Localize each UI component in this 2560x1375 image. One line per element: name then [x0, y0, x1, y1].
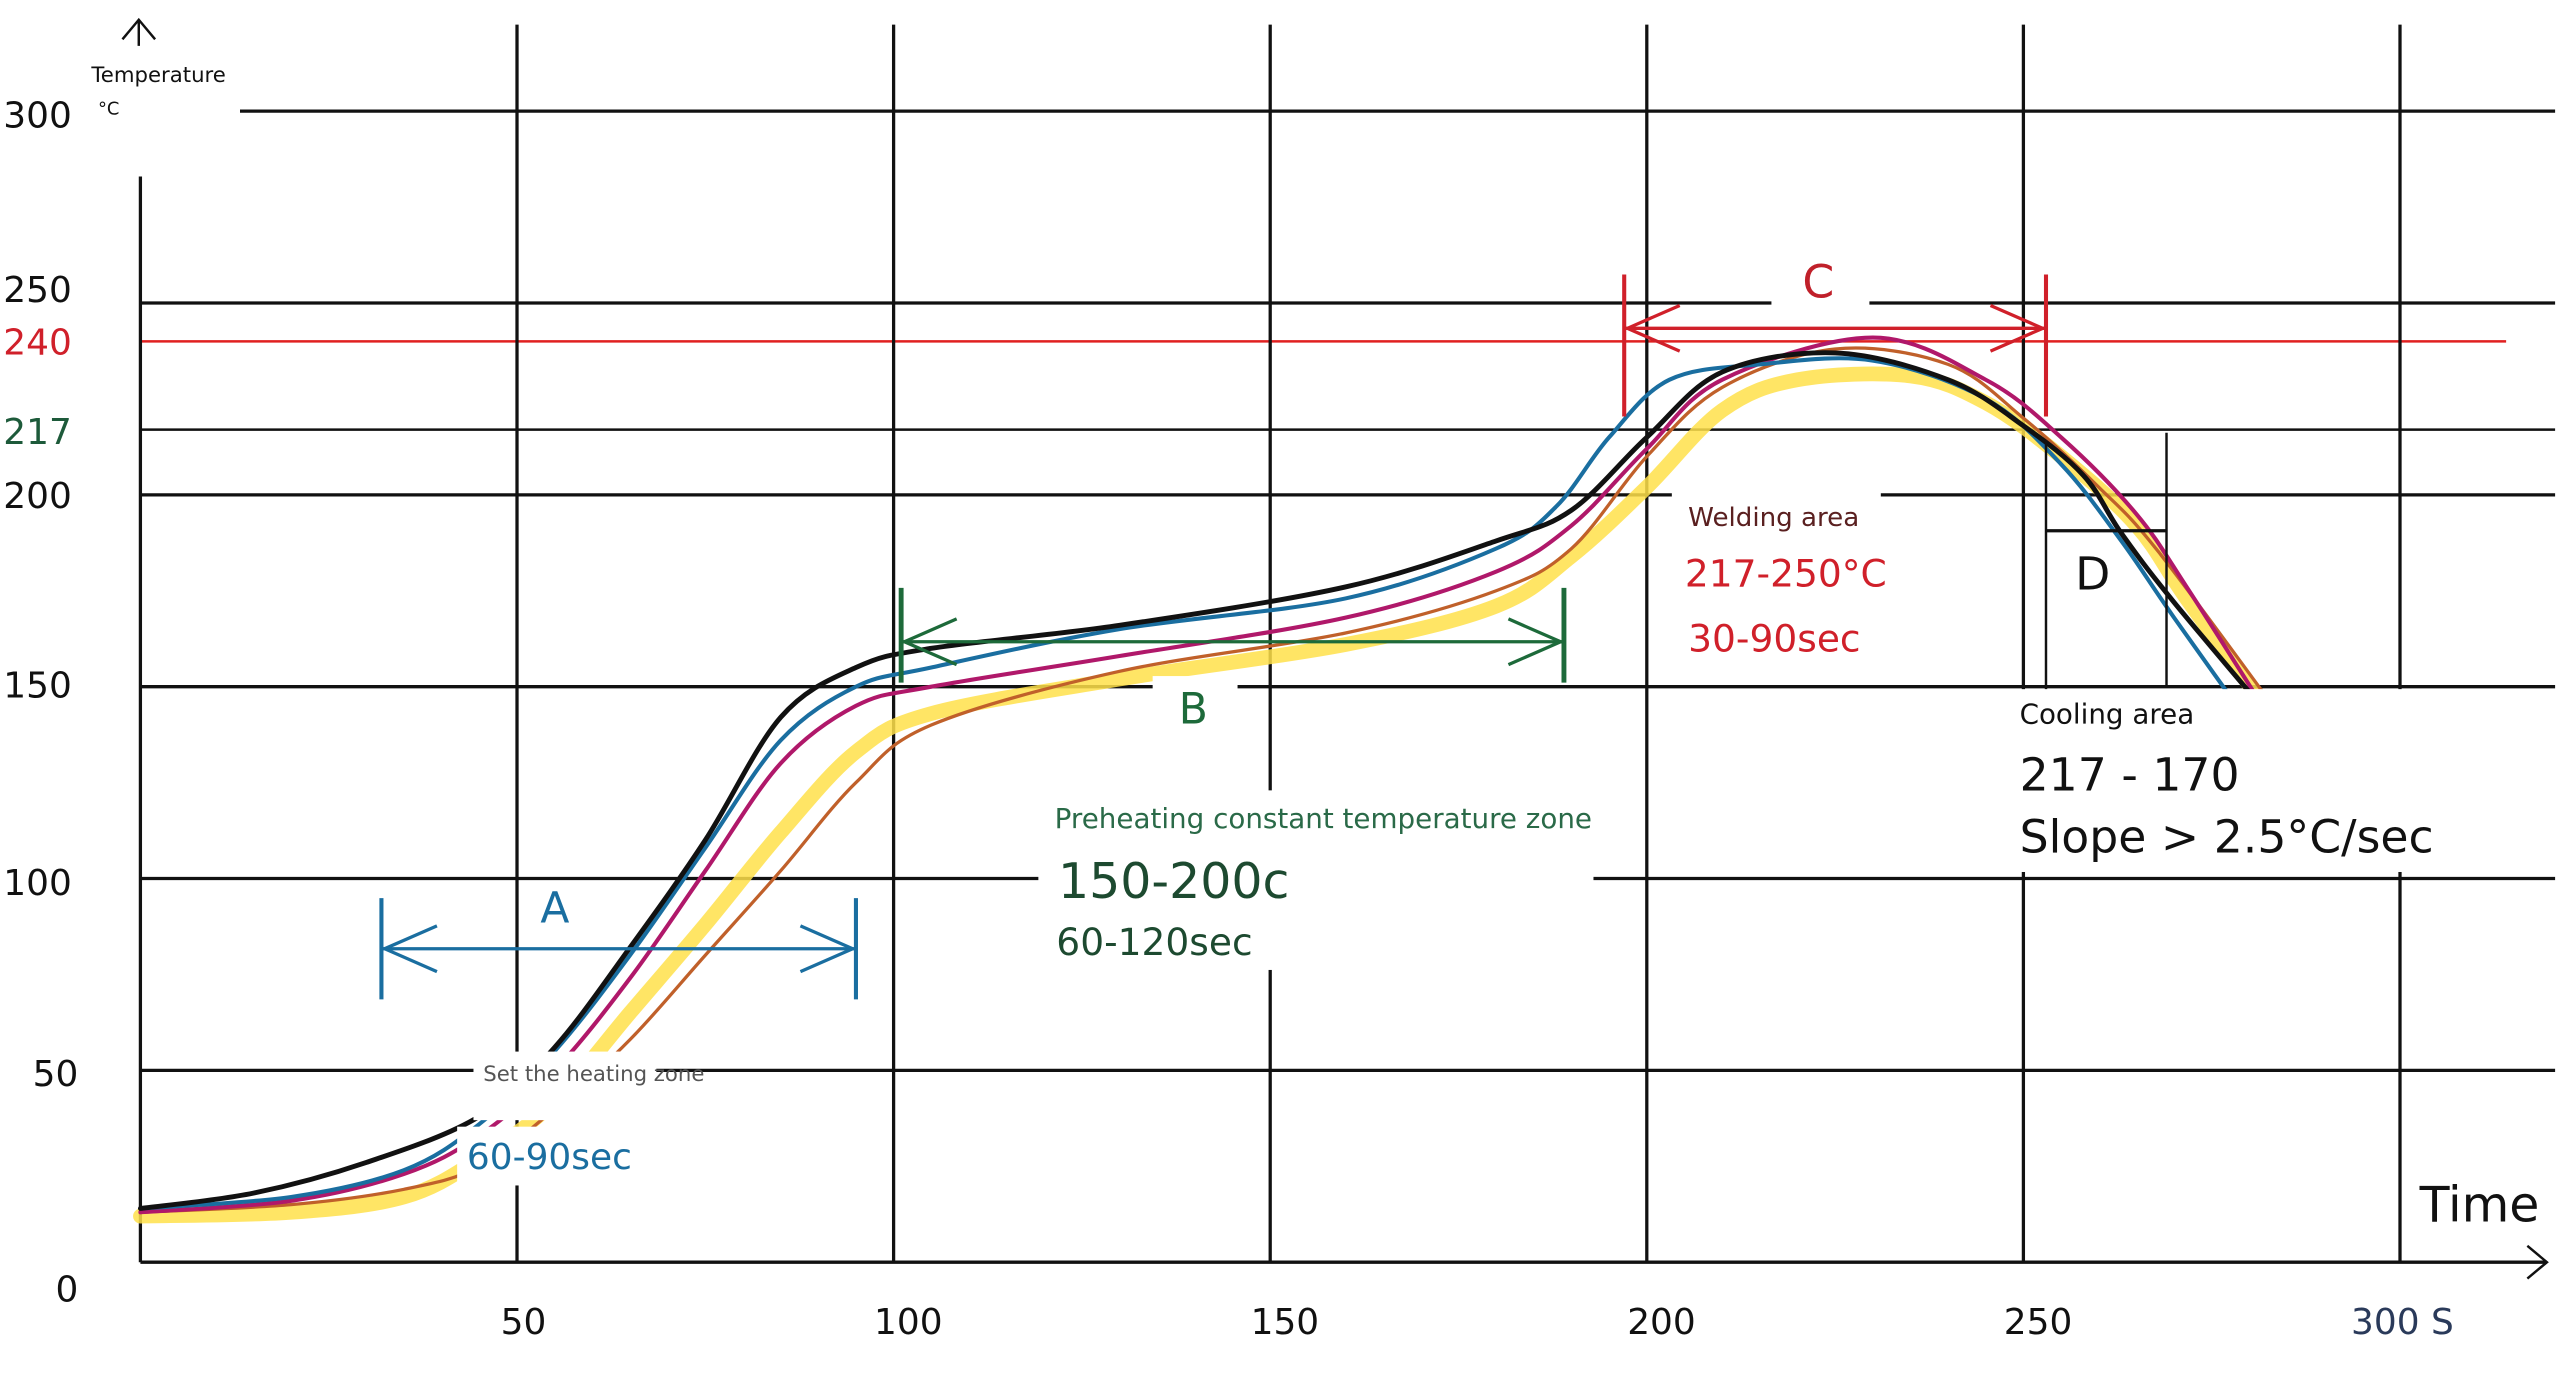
span-a-arrow-left-icon — [380, 924, 438, 974]
series-line-3 — [138, 335, 2282, 1215]
y-tick-label-150: 150 — [3, 665, 72, 706]
x-tick-label-100: 100 — [874, 1302, 943, 1343]
heating-zone-time: 60-90sec — [467, 1137, 632, 1178]
cooling-temp: 217 - 170 — [2020, 748, 2240, 801]
x-tick-label-150: 150 — [1251, 1302, 1320, 1343]
welding-temp: 217-250°C — [1685, 551, 1887, 595]
y-tick-label-250: 250 — [3, 270, 72, 311]
preheat-temp: 150-200c — [1058, 853, 1290, 910]
y-tick-label-50: 50 — [33, 1054, 79, 1095]
series-line-4 — [138, 356, 2267, 1211]
span-b-arrow-right-icon — [1507, 617, 1565, 667]
y-tick-label-0: 0 — [56, 1269, 79, 1310]
welding-title: Welding area — [1688, 503, 1859, 533]
y-axis-unit: °C — [98, 98, 119, 119]
series-group — [133, 335, 2295, 1224]
y-tick-label-300: 300 — [3, 96, 72, 137]
x-axis-arrow-icon — [2526, 1244, 2549, 1280]
label-d: D — [2075, 548, 2110, 601]
annotations — [379, 274, 2168, 1000]
span-c-arrow-left-icon — [1623, 303, 1681, 353]
tick-labels: 0 50 100 150 200 217 240 250 300 50 100 150 200 250 30… — [3, 96, 2454, 1344]
label-a: A — [540, 885, 569, 934]
preheat-time: 60-120sec — [1056, 920, 1252, 964]
y-axis-arrow-icon — [121, 17, 157, 46]
series-line-5 — [137, 350, 2290, 1211]
y-tick-label-217: 217 — [3, 412, 72, 453]
y-tick-label-200: 200 — [3, 476, 72, 517]
x-tick-label-200: 200 — [1627, 1302, 1696, 1343]
cooling-slope: Slope > 2.5°C/sec — [2020, 810, 2434, 863]
preheat-title: Preheating constant temperature zone — [1055, 802, 1592, 835]
span-c-arrow-right-icon — [1989, 303, 2047, 353]
y-tick-label-100: 100 — [3, 863, 72, 904]
y-tick-label-240: 240 — [3, 322, 72, 363]
welding-time: 30-90sec — [1688, 617, 1860, 661]
x-axis-label: Time — [2419, 1176, 2540, 1233]
label-b: B — [1179, 685, 1208, 734]
y-axis-label: Temperature — [90, 63, 225, 88]
grid — [121, 17, 2556, 1280]
x-tick-label-50: 50 — [501, 1302, 547, 1343]
heating-zone-title: Set the heating zone — [483, 1062, 704, 1087]
span-b-arrow-left-icon — [900, 617, 958, 667]
label-c: C — [1802, 255, 1834, 308]
x-tick-label-250: 250 — [2004, 1302, 2073, 1343]
series-line-2 — [138, 346, 2289, 1214]
span-a-arrow-right-icon — [799, 924, 857, 974]
cooling-title: Cooling area — [2020, 697, 2195, 730]
x-tick-label-300: 300 S — [2351, 1302, 2454, 1343]
